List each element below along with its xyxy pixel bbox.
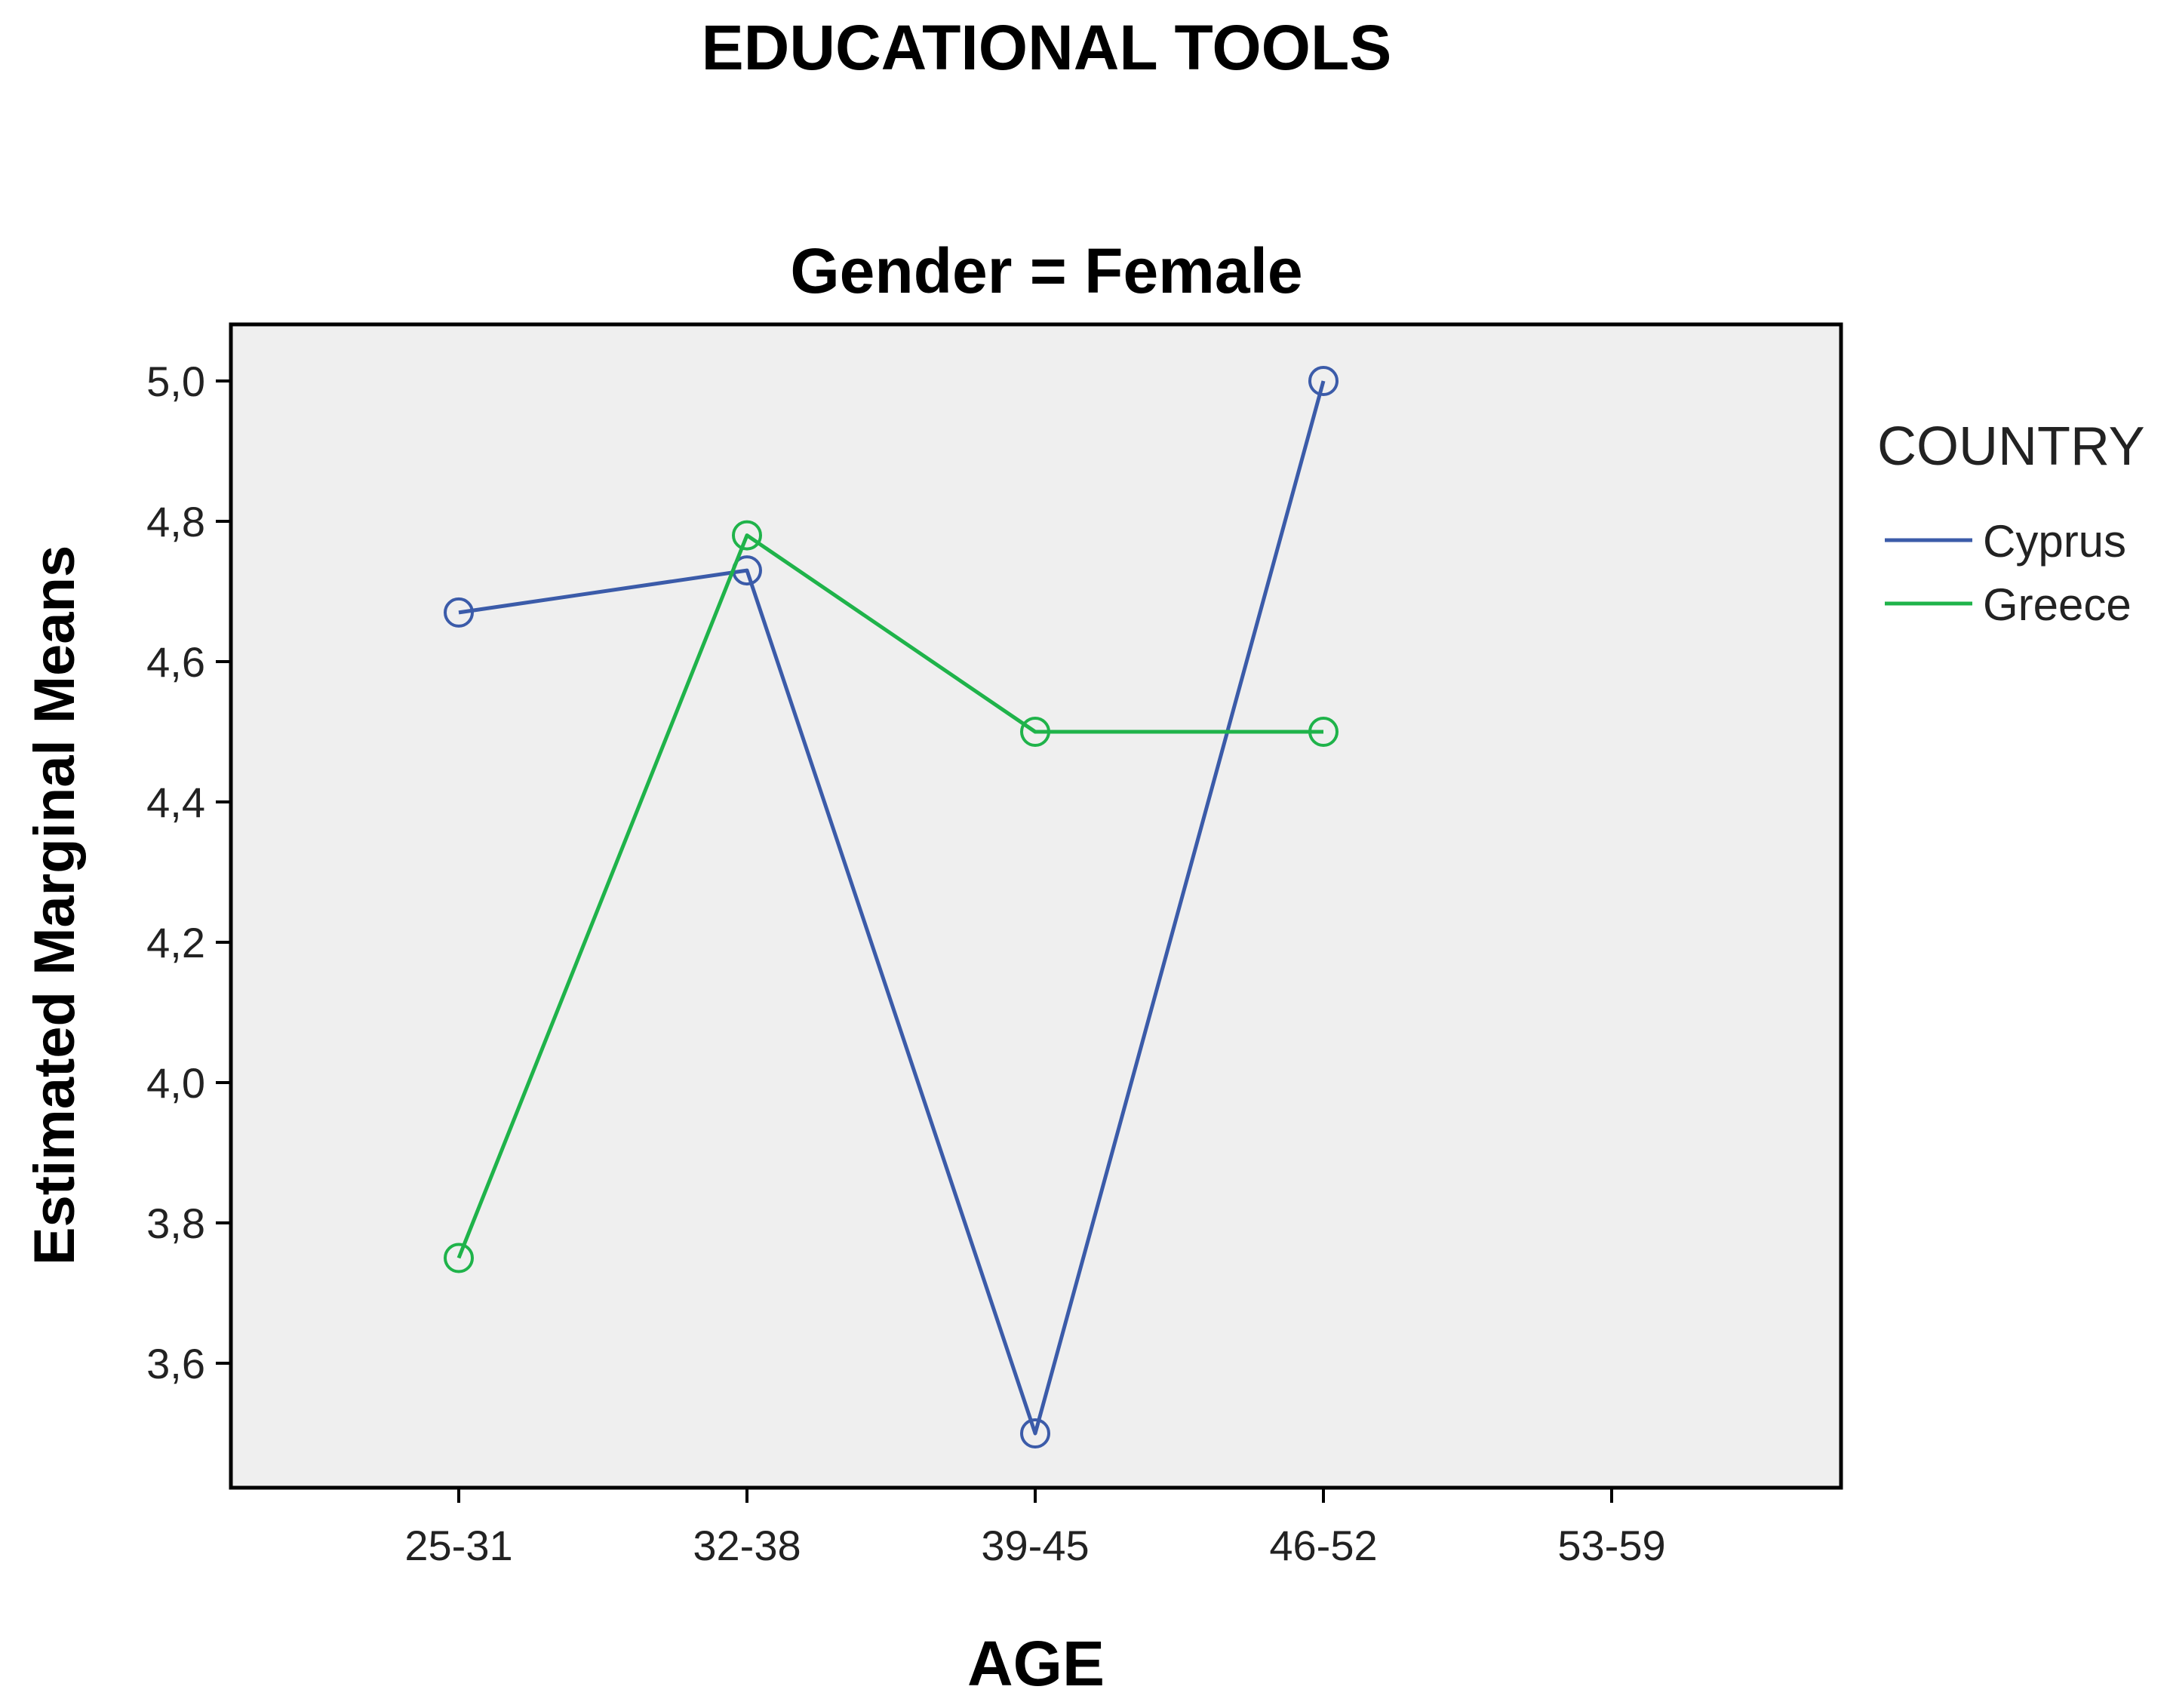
legend-label-greece: Greece — [1983, 579, 2132, 630]
y-tick-label: 3,6 — [146, 1340, 205, 1387]
data-point-cyprus — [1020, 1418, 1050, 1448]
y-tick-label: 4,8 — [146, 498, 205, 545]
y-tick-label: 4,4 — [146, 779, 205, 826]
y-tick-label: 4,2 — [146, 919, 205, 966]
data-point-greece — [1020, 717, 1050, 747]
data-point-greece — [1308, 717, 1339, 747]
y-tick-label: 3,8 — [146, 1200, 205, 1247]
x-axis-label: AGE — [967, 1628, 1105, 1699]
x-tick-label: 32-38 — [693, 1522, 801, 1569]
data-point-cyprus — [444, 597, 474, 628]
y-tick-label: 5,0 — [146, 358, 205, 405]
y-axis: 3,6 3,8 4,0 4,2 4,4 4,6 4,8 5,0 — [146, 358, 231, 1387]
legend-label-cyprus: Cyprus — [1983, 516, 2126, 567]
series-line-greece — [456, 533, 1323, 1259]
legend: COUNTRY Cyprus Greece — [1877, 416, 2145, 630]
x-tick-label: 46-52 — [1269, 1522, 1377, 1569]
series-line-cyprus — [458, 380, 1326, 1436]
x-tick-label: 39-45 — [981, 1522, 1089, 1569]
data-point-greece — [444, 1243, 474, 1273]
series-layer — [444, 366, 1339, 1448]
data-point-greece — [732, 520, 762, 551]
plot-area — [229, 322, 1843, 1490]
x-tick-label: 25-31 — [404, 1522, 512, 1569]
y-tick-label: 4,0 — [146, 1059, 205, 1107]
chart-title: EDUCATIONAL TOOLS — [702, 12, 1392, 83]
chart-subtitle: Gender = Female — [790, 235, 1302, 306]
x-axis: 25-31 32-38 39-45 46-52 53-59 — [404, 1488, 1666, 1569]
data-point-cyprus — [1308, 366, 1339, 396]
y-axis-label: Estimated Marginal Means — [23, 545, 87, 1266]
legend-title: COUNTRY — [1877, 416, 2145, 477]
y-tick-label: 4,6 — [146, 638, 205, 686]
x-tick-label: 53-59 — [1557, 1522, 1665, 1569]
